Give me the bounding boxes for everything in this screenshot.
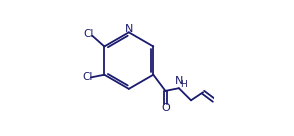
Text: H: H bbox=[180, 80, 187, 89]
Text: N: N bbox=[175, 76, 184, 86]
Text: N: N bbox=[125, 24, 134, 34]
Text: Cl: Cl bbox=[84, 29, 94, 39]
Text: Cl: Cl bbox=[82, 72, 93, 82]
Text: O: O bbox=[161, 103, 170, 113]
